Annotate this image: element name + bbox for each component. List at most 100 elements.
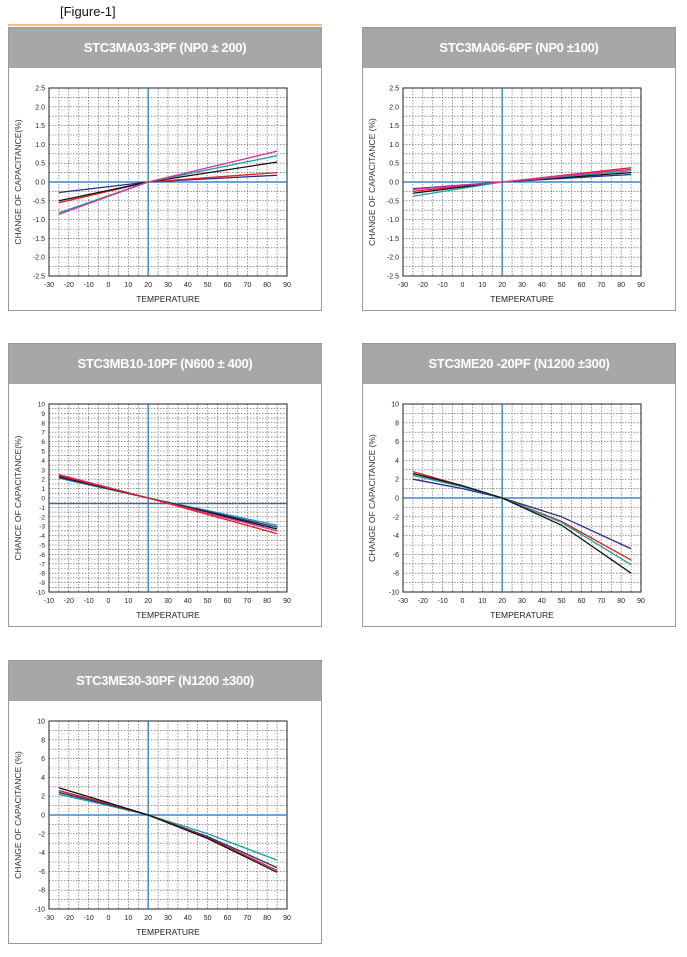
x-tick-label: -10 bbox=[84, 915, 94, 922]
chart-panel-4: STC3ME20 -20PF (N1200 ±300) -30 -20 -10 0 10 2… bbox=[362, 343, 676, 627]
y-tick-label: 4 bbox=[41, 458, 45, 465]
plot-frame bbox=[48, 403, 288, 593]
y-tick-label: -9 bbox=[39, 580, 45, 587]
divider bbox=[8, 24, 322, 26]
y-tick-label: -2 bbox=[39, 831, 45, 838]
y-tick-label: 4 bbox=[41, 775, 45, 782]
x-tick-label: -10 bbox=[84, 282, 94, 289]
y-tick-label: -2.0 bbox=[387, 255, 399, 262]
y-tick-label: -5 bbox=[39, 543, 45, 550]
x-tick-label: 10 bbox=[478, 282, 486, 289]
x-tick-label: 80 bbox=[617, 282, 625, 289]
x-tick-label: -10 bbox=[84, 598, 94, 605]
x-tick-label: 40 bbox=[538, 282, 546, 289]
x-tick-label: -30 bbox=[398, 598, 408, 605]
y-tick-label: -1.5 bbox=[33, 236, 45, 243]
y-axis-label: CHANGE OF CAPACITANCE (%) bbox=[367, 434, 377, 562]
x-tick-label: 10 bbox=[124, 915, 132, 922]
x-tick-label: 10 bbox=[124, 282, 132, 289]
chart-title: STC3MA03-3PF (NP0 ± 200) bbox=[9, 28, 321, 68]
x-tick-label: 50 bbox=[204, 282, 212, 289]
x-tick-label: 20 bbox=[498, 598, 506, 605]
series-line-magenta bbox=[412, 168, 632, 191]
x-tick-label: 80 bbox=[263, 282, 271, 289]
y-tick-label: 3 bbox=[41, 467, 45, 474]
y-tick-label: 2 bbox=[41, 477, 45, 484]
series-line-black bbox=[58, 787, 278, 873]
y-tick-label: -4 bbox=[393, 533, 399, 540]
y-tick-label: -0.5 bbox=[33, 198, 45, 205]
x-axis-label: TEMPERATURE bbox=[136, 294, 200, 304]
x-tick-label: 90 bbox=[283, 598, 291, 605]
x-tick-label: 80 bbox=[263, 598, 271, 605]
x-tick-label: 10 bbox=[478, 598, 486, 605]
chart-title: STC3MB10-10PF (N600 ± 400) bbox=[9, 344, 321, 384]
y-tick-label: -4 bbox=[39, 850, 45, 857]
x-tick-label: -20 bbox=[418, 598, 428, 605]
x-tick-label: 10 bbox=[124, 598, 132, 605]
y-tick-label: -6 bbox=[39, 869, 45, 876]
x-tick-label: 60 bbox=[578, 598, 586, 605]
x-tick-label: 90 bbox=[283, 915, 291, 922]
y-tick-label: 0.5 bbox=[35, 161, 45, 168]
y-tick-label: -1.5 bbox=[387, 236, 399, 243]
y-tick-label: 0.0 bbox=[389, 180, 399, 187]
x-tick-label: -10 bbox=[438, 282, 448, 289]
x-tick-label: 70 bbox=[243, 282, 251, 289]
y-tick-label: -10 bbox=[35, 907, 45, 914]
x-tick-label: 60 bbox=[224, 282, 232, 289]
y-tick-label: -2.0 bbox=[33, 255, 45, 262]
x-tick-label: 70 bbox=[597, 598, 605, 605]
y-tick-label: -0.5 bbox=[387, 198, 399, 205]
y-tick-label: 9 bbox=[41, 411, 45, 418]
x-tick-label: 50 bbox=[558, 282, 566, 289]
x-tick-label: -30 bbox=[44, 282, 54, 289]
x-tick-label: 20 bbox=[144, 598, 152, 605]
x-tick-label: -10 bbox=[44, 598, 54, 605]
x-tick-label: 30 bbox=[164, 915, 172, 922]
x-tick-label: -20 bbox=[64, 598, 74, 605]
y-tick-label: 6 bbox=[41, 439, 45, 446]
x-tick-label: 0 bbox=[107, 915, 111, 922]
y-tick-label: 2.0 bbox=[35, 104, 45, 111]
x-tick-label: 50 bbox=[558, 598, 566, 605]
x-tick-label: 40 bbox=[184, 915, 192, 922]
x-tick-label: 0 bbox=[461, 282, 465, 289]
chart-title: STC3MA06-6PF (NP0 ±100) bbox=[363, 28, 675, 68]
y-tick-label: 0 bbox=[41, 496, 45, 503]
x-tick-label: 20 bbox=[144, 282, 152, 289]
y-tick-label: 4 bbox=[395, 458, 399, 465]
y-tick-label: -6 bbox=[393, 552, 399, 559]
x-tick-label: 30 bbox=[518, 282, 526, 289]
x-tick-label: 90 bbox=[637, 282, 645, 289]
y-tick-label: 6 bbox=[395, 439, 399, 446]
x-tick-label: 70 bbox=[597, 282, 605, 289]
y-tick-label: -8 bbox=[39, 888, 45, 895]
y-tick-label: -1.0 bbox=[33, 217, 45, 224]
y-tick-label: -8 bbox=[393, 571, 399, 578]
x-tick-label: 70 bbox=[243, 915, 251, 922]
y-tick-label: 0.0 bbox=[35, 180, 45, 187]
x-tick-label: -30 bbox=[44, 915, 54, 922]
chart-panel-1: STC3MA03-3PF (NP0 ± 200) -30 -20 -10 0 10 20 30… bbox=[8, 27, 322, 311]
x-tick-label: 40 bbox=[184, 282, 192, 289]
y-tick-label: 2.5 bbox=[35, 86, 45, 93]
x-tick-label: 80 bbox=[263, 915, 271, 922]
y-tick-label: 1.5 bbox=[389, 123, 399, 130]
x-tick-label: 80 bbox=[617, 598, 625, 605]
y-axis-label: CHANGE OF CAPACITANCE(%) bbox=[13, 119, 23, 244]
y-tick-label: 2.0 bbox=[389, 104, 399, 111]
chart-panel-3: STC3MB10-10PF (N600 ± 400) -10 -20 -10 0 10 20… bbox=[8, 343, 322, 627]
y-tick-label: -10 bbox=[36, 590, 46, 597]
x-axis-label: TEMPERATURE bbox=[136, 927, 200, 937]
x-tick-label: 90 bbox=[283, 282, 291, 289]
y-tick-label: -2.5 bbox=[33, 274, 45, 281]
y-tick-label: -10 bbox=[389, 590, 399, 597]
y-tick-label: -8 bbox=[39, 571, 45, 578]
y-tick-label: 10 bbox=[391, 402, 399, 409]
x-axis-label: TEMPERATURE bbox=[490, 610, 554, 620]
x-tick-label: 30 bbox=[164, 598, 172, 605]
x-axis-label: TEMPERATURE bbox=[136, 610, 200, 620]
series-line-magenta bbox=[58, 150, 278, 215]
chart-panel-2: STC3MA06-6PF (NP0 ±100) -30 -20 -10 0 10 20 30 4… bbox=[362, 27, 676, 311]
